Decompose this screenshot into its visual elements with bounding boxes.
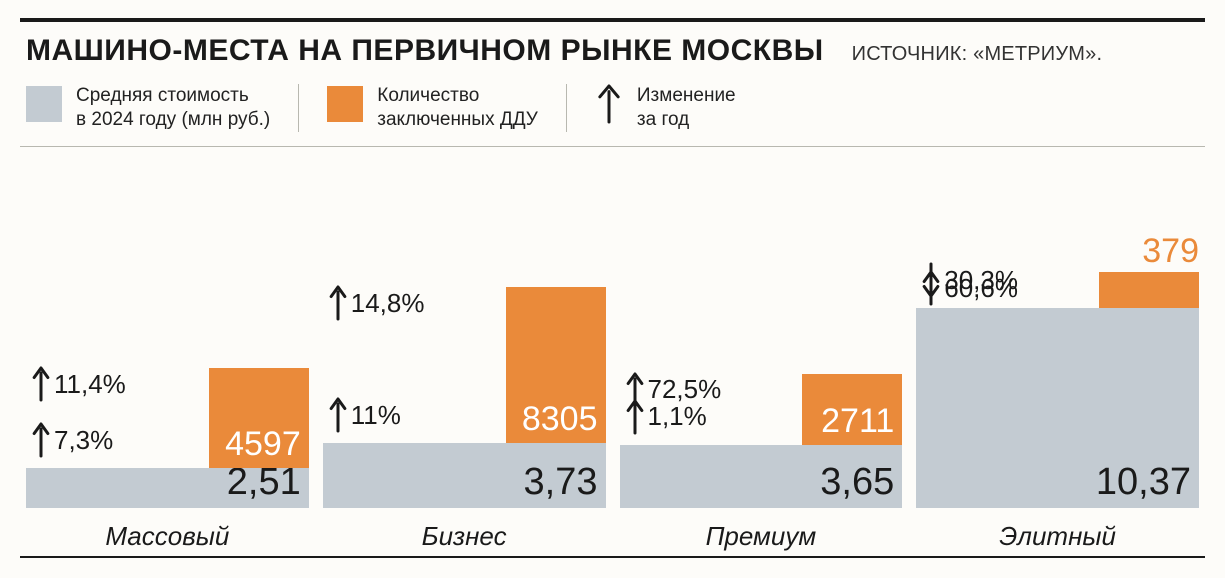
gray-bar-value: 3,65 — [820, 461, 894, 504]
gray-change-text: 7,3% — [54, 425, 113, 456]
column-plot: 3,73 11% 8305 14,8% — [323, 147, 606, 509]
chart-source: ИСТОЧНИК: «МЕТРИУМ». — [852, 43, 1103, 66]
gray-change: 7,3% — [32, 422, 113, 458]
chart-column: Элитный10,37 30,3%379 60,6% — [916, 147, 1199, 557]
gray-bar-value: 3,73 — [524, 461, 598, 504]
legend-swatch — [327, 86, 363, 122]
column-plot: 2,51 7,3% 4597 11,4% — [26, 147, 309, 509]
orange-change-text: 72,5% — [648, 374, 722, 405]
orange-bar-value: 2711 — [821, 402, 894, 441]
legend-swatch — [26, 86, 62, 122]
gray-bar: 3,65 — [620, 445, 903, 508]
chart-column: Премиум3,65 1,1%2711 72,5% — [620, 147, 903, 557]
arrow-up-icon — [595, 84, 623, 124]
gray-bar-value: 10,37 — [1096, 461, 1191, 504]
orange-bar: 2711 — [802, 374, 902, 445]
chart-column: Бизнес 3,73 11% 8305 14,8% — [323, 147, 606, 557]
orange-bar-value: 8305 — [522, 400, 598, 439]
orange-change-text: 11,4% — [54, 369, 126, 400]
legend-label: Средняя стоимостьв 2024 году (млн руб.) — [76, 84, 270, 132]
chart-column: Массовый 2,51 7,3% 4597 11,4% — [26, 147, 309, 557]
gray-change: 11% — [329, 397, 401, 433]
arrow-up-icon — [329, 285, 349, 321]
column-plot: 10,37 30,3%379 60,6% — [916, 147, 1199, 509]
header: МАШИНО-МЕСТА НА ПЕРВИЧНОМ РЫНКЕ МОСКВЫ И… — [20, 22, 1205, 82]
column-label: Массовый — [26, 513, 309, 556]
gray-bar: 2,51 — [26, 468, 309, 508]
orange-change: 72,5% — [626, 372, 722, 408]
legend-label: Изменениеза год — [637, 84, 736, 132]
arrow-up-icon — [922, 270, 942, 306]
column-label: Бизнес — [323, 513, 606, 556]
orange-change-text: 14,8% — [351, 288, 425, 319]
legend-separator — [566, 84, 567, 132]
legend-label: Количествозаключенных ДДУ — [377, 84, 538, 132]
legend-item: Средняя стоимостьв 2024 году (млн руб.) — [26, 84, 298, 132]
legend-separator — [298, 84, 299, 132]
gray-bar: 10,37 — [916, 308, 1199, 508]
arrow-up-icon — [32, 366, 52, 402]
orange-bar-value: 379 — [1142, 232, 1199, 271]
orange-bar: 379 — [1099, 272, 1199, 308]
chart-area: Массовый2,51 7,3%4597 11,4%Бизнес3,73 11… — [20, 146, 1205, 557]
gray-change-text: 11% — [351, 400, 401, 431]
infographic-frame: МАШИНО-МЕСТА НА ПЕРВИЧНОМ РЫНКЕ МОСКВЫ И… — [20, 18, 1205, 558]
orange-change: 11,4% — [32, 366, 126, 402]
gray-bar: 3,73 — [323, 443, 606, 508]
arrow-up-icon — [32, 422, 52, 458]
legend: Средняя стоимостьв 2024 году (млн руб.) К… — [20, 82, 1205, 146]
arrow-up-icon — [329, 397, 349, 433]
column-label: Элитный — [916, 513, 1199, 556]
legend-item: Количествозаключенных ДДУ — [327, 84, 566, 132]
legend-item: Изменениеза год — [595, 84, 764, 132]
column-label: Премиум — [620, 513, 903, 556]
orange-bar: 8305 — [506, 287, 606, 443]
orange-change: 14,8% — [329, 285, 425, 321]
chart-title: МАШИНО-МЕСТА НА ПЕРВИЧНОМ РЫНКЕ МОСКВЫ — [26, 34, 824, 68]
orange-change: 60,6% — [922, 270, 1018, 306]
orange-bar-value: 4597 — [225, 425, 301, 464]
orange-change-text: 60,6% — [944, 273, 1018, 304]
orange-bar: 4597 — [209, 368, 309, 468]
arrow-up-icon — [626, 372, 646, 408]
column-plot: 3,65 1,1%2711 72,5% — [620, 147, 903, 509]
